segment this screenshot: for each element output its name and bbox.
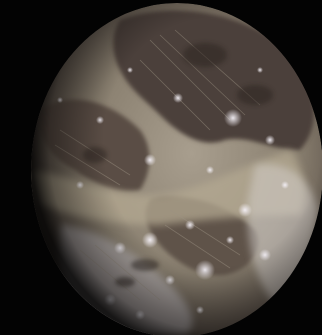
limb-shading bbox=[31, 3, 322, 335]
